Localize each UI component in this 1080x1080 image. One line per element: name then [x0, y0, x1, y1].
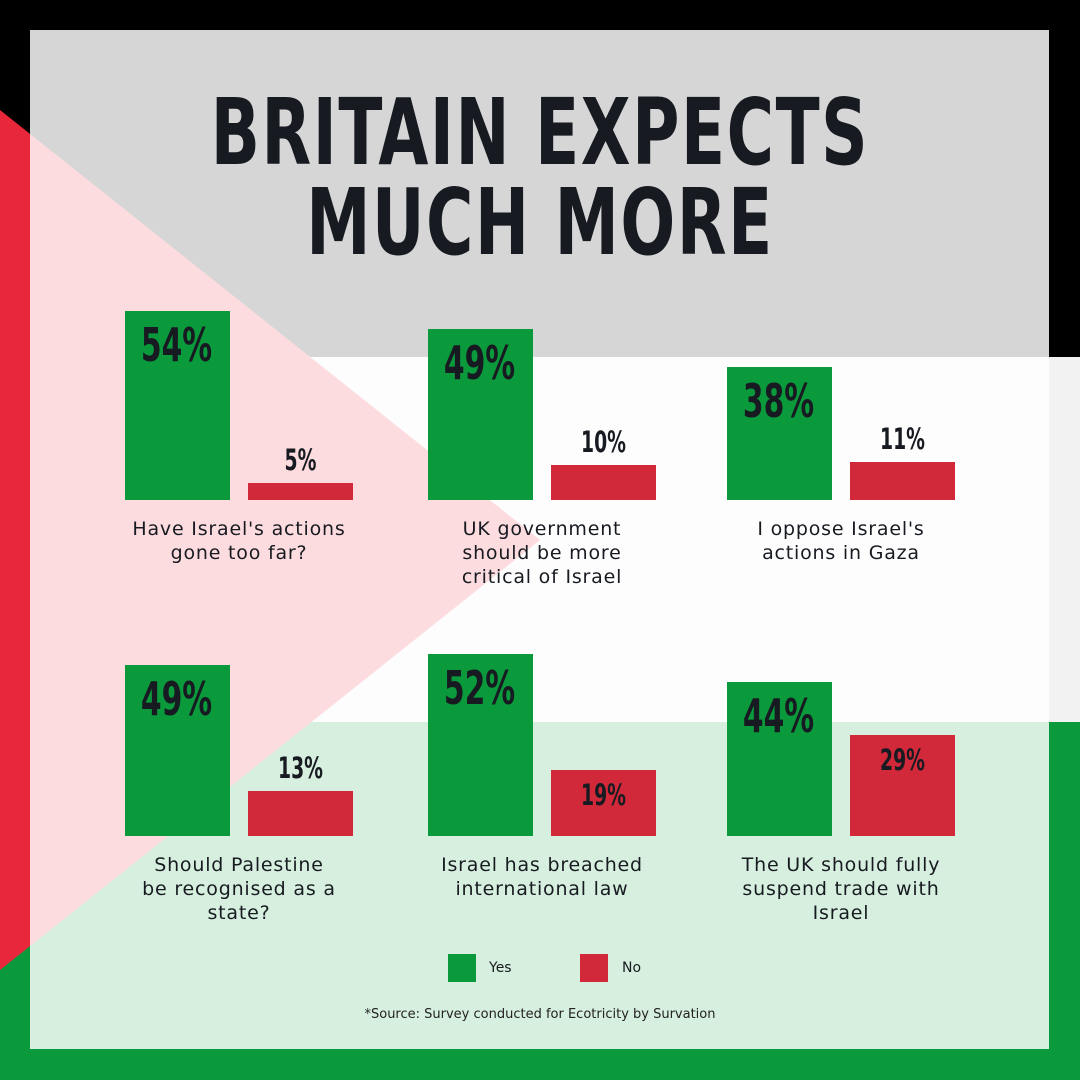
question-label-3: I oppose Israel's actions in Gaza — [757, 518, 925, 564]
question-label-1: Have Israel's actions gone too far? — [132, 518, 346, 564]
bar-yes-value-1: 54% — [140, 318, 213, 372]
bar-no-value-1: 5% — [284, 442, 317, 477]
bar-no-value-6: 29% — [880, 742, 925, 777]
bar-no-value-3: 11% — [880, 421, 925, 456]
page-title: BRITAIN EXPECTS MUCH MORE — [119, 79, 961, 276]
chart-panel — [30, 30, 1049, 1049]
bar-yes-value-3: 38% — [742, 374, 815, 428]
bar-no-2 — [551, 465, 656, 500]
bar-yes-value-5: 52% — [443, 661, 516, 715]
question-label-4: Should Palestine be recognised as a stat… — [142, 854, 336, 924]
bar-yes-3 — [727, 367, 832, 500]
bar-yes-5 — [428, 654, 533, 836]
bar-yes-value-4: 49% — [140, 671, 213, 726]
question-label-5: Israel has breached international law — [441, 854, 643, 900]
bar-yes-2 — [428, 328, 533, 500]
legend-yes-label: Yes — [489, 960, 512, 976]
legend-yes-swatch — [448, 954, 476, 982]
bar-yes-value-2: 49% — [443, 335, 516, 390]
title-line-2: MUCH MORE — [306, 169, 774, 276]
title-line-1: BRITAIN EXPECTS — [210, 79, 870, 186]
bar-yes-4 — [125, 664, 230, 836]
bar-no-3 — [850, 461, 955, 500]
bar-no-value-4: 13% — [278, 750, 323, 785]
bar-no-value-2: 10% — [581, 425, 626, 459]
legend-no-swatch — [580, 954, 608, 982]
bar-no-1 — [248, 482, 353, 500]
bar-yes-6 — [727, 682, 832, 836]
source-note: *Source: Survey conducted for Ecotricity… — [364, 1007, 716, 1022]
bar-no-value-5: 19% — [581, 777, 626, 812]
bar-yes-value-6: 44% — [742, 689, 815, 743]
legend-no-label: No — [622, 960, 642, 976]
bar-no-5 — [551, 769, 656, 836]
bar-no-4 — [248, 790, 353, 836]
question-label-2: UK government should be more critical of… — [461, 518, 623, 588]
bar-no-6 — [850, 734, 955, 836]
question-label-6: The UK should fully suspend trade with I… — [741, 854, 941, 924]
bar-yes-1 — [125, 311, 230, 500]
